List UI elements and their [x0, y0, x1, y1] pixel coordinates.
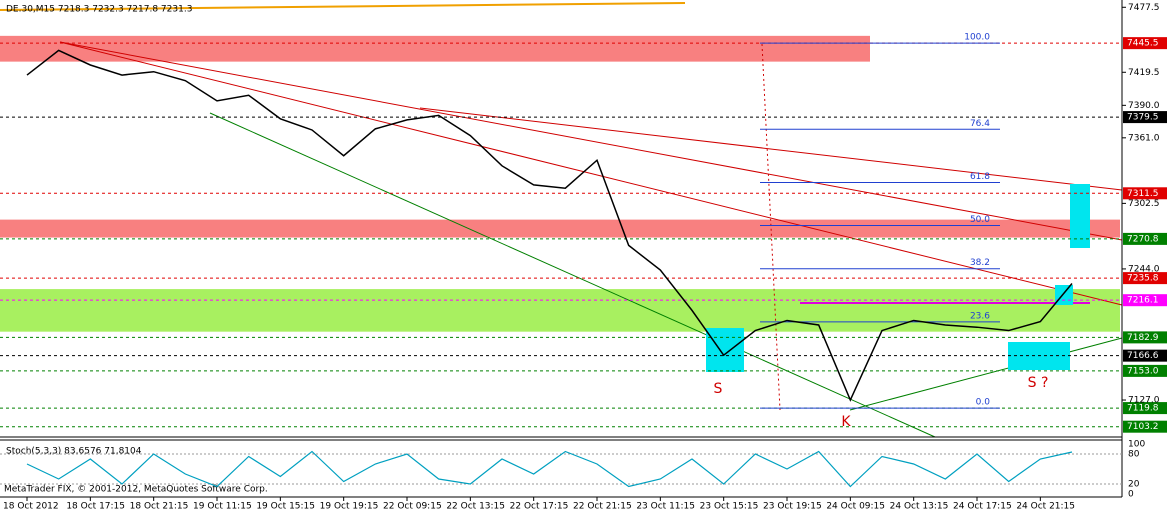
- zone: [0, 289, 1120, 332]
- trend-line: [59, 41, 1123, 306]
- zone: [0, 35, 870, 62]
- trend-line: [419, 107, 1123, 191]
- y-tick-label: 7244.0: [1128, 264, 1160, 274]
- level-label: 7311.5: [1123, 187, 1167, 200]
- price-line: [26, 49, 1073, 402]
- level-label-text: 7445.5: [1127, 39, 1159, 49]
- level-label-text: 7182.9: [1127, 333, 1159, 343]
- zones: [0, 35, 1120, 332]
- x-tick-label: 24 Oct 09:15: [826, 502, 885, 512]
- y-tick-label: 7477.5: [1128, 3, 1160, 13]
- chart-title: DE.30,M15 7218.3 7232.3 7217.8 7231.3: [6, 5, 192, 15]
- price-plot: [26, 49, 1073, 402]
- level-label-text: 7166.6: [1127, 351, 1159, 361]
- level-label-bg: [1123, 331, 1167, 344]
- trend-line: [849, 337, 1123, 411]
- y-tick-label: 7361.0: [1128, 133, 1160, 143]
- zone: [0, 219, 1120, 238]
- x-tick-label: 22 Oct 17:15: [510, 502, 569, 512]
- x-tick-label: 22 Oct 09:15: [383, 502, 442, 512]
- annotation: S: [714, 381, 723, 397]
- x-tick-label: 23 Oct 15:15: [700, 502, 759, 512]
- fibo-label: 0.0: [976, 398, 991, 408]
- x-tick-label: 23 Oct 11:15: [636, 502, 695, 512]
- y-tick-label: 7390.0: [1128, 101, 1160, 111]
- level-label: 7379.5: [1123, 111, 1167, 124]
- level-label-bg: [1123, 420, 1167, 433]
- stoch-title: Stoch(5,3,3) 83.6576 71.8104: [6, 447, 142, 457]
- fibo-label: 38.2: [970, 258, 990, 268]
- fibo-label: 23.6: [970, 311, 990, 321]
- level-label-bg: [1123, 294, 1167, 307]
- level-label-text: 7235.8: [1127, 274, 1159, 284]
- x-tick-label: 18 Oct 17:15: [66, 502, 125, 512]
- fibo-label: 100.0: [964, 33, 990, 43]
- level-label-bg: [1123, 111, 1167, 124]
- x-tick-label: 19 Oct 11:15: [193, 502, 252, 512]
- level-label-text: 7216.1: [1127, 296, 1159, 306]
- x-tick-label: 22 Oct 13:15: [446, 502, 505, 512]
- level-label-text: 7119.8: [1127, 404, 1159, 414]
- level-label: 7103.2: [1123, 420, 1167, 433]
- level-label-bg: [1123, 272, 1167, 285]
- level-label-bg: [1123, 402, 1167, 415]
- stoch-tick-label: 20: [1128, 480, 1140, 490]
- fibo-line: [761, 43, 781, 411]
- level-label: 7235.8: [1123, 272, 1167, 285]
- levels: 7445.5 7379.5 7311.5 7270.8 7235.8 7216.1 7182…: [0, 37, 1167, 433]
- level-label: 7216.1: [1123, 294, 1167, 307]
- level-label: 7119.8: [1123, 402, 1167, 415]
- y-tick-label: 7127.0: [1128, 396, 1160, 406]
- level-label-text: 7379.5: [1127, 113, 1159, 123]
- fibo-label: 50.0: [970, 215, 990, 225]
- x-tick-label: 19 Oct 19:15: [320, 502, 379, 512]
- level-label-bg: [1123, 364, 1167, 377]
- x-tick-label: 24 Oct 13:15: [890, 502, 949, 512]
- pattern-box: [1055, 285, 1073, 305]
- x-tick-label: 18 Oct 21:15: [130, 502, 189, 512]
- annotation: S ?: [1028, 375, 1049, 391]
- level-label-text: 7103.2: [1127, 422, 1159, 432]
- stoch-tick-label: 100: [1128, 440, 1145, 450]
- annotation: K: [841, 414, 851, 430]
- level-label-text: 7311.5: [1127, 189, 1159, 199]
- y-tick-label: 7419.5: [1128, 68, 1160, 78]
- level-label: 7182.9: [1123, 331, 1167, 344]
- y-tick-label: 7302.5: [1128, 199, 1160, 209]
- pattern-box: [706, 328, 744, 372]
- trend-line: [59, 41, 1123, 241]
- level-label: 7166.6: [1123, 349, 1167, 362]
- x-tick-label: 19 Oct 15:15: [256, 502, 315, 512]
- fibo-label: 76.4: [970, 119, 990, 129]
- footer: MetaTrader FIX, © 2001-2012, MetaQuotes …: [4, 485, 268, 495]
- level-label: 7445.5: [1123, 37, 1167, 50]
- x-tick-label: 24 Oct 17:15: [953, 502, 1012, 512]
- stoch-line: [26, 450, 1073, 488]
- level-label-bg: [1123, 232, 1167, 245]
- x-tick-label: 18 Oct 2012: [3, 502, 59, 512]
- pattern-box: [1070, 184, 1090, 248]
- level-label: 7270.8: [1123, 232, 1167, 245]
- stoch-tick-label: 0: [1128, 490, 1134, 500]
- stoch-tick-label: 80: [1128, 450, 1140, 460]
- fibo-label: 61.8: [970, 172, 990, 182]
- x-tick-label: 23 Oct 19:15: [763, 502, 822, 512]
- level-label-bg: [1123, 37, 1167, 50]
- level-label-bg: [1123, 349, 1167, 362]
- level-label-text: 7153.0: [1127, 366, 1159, 376]
- level-label-text: 7270.8: [1127, 234, 1159, 244]
- x-tick-label: 24 Oct 21:15: [1016, 502, 1075, 512]
- trend-line: [209, 112, 936, 438]
- level-label-bg: [1123, 187, 1167, 200]
- trend-line: [0, 2, 686, 11]
- x-tick-label: 22 Oct 21:15: [573, 502, 632, 512]
- level-label: 7153.0: [1123, 364, 1167, 377]
